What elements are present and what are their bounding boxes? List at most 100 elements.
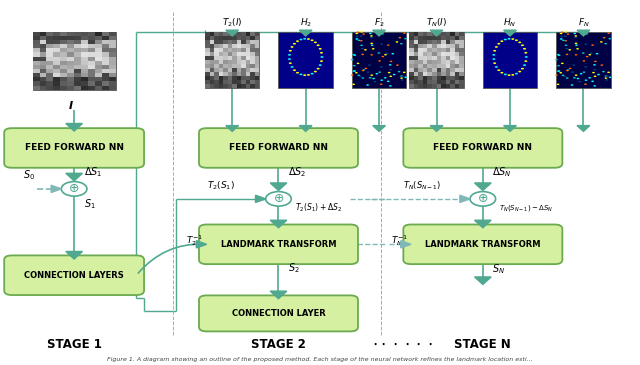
Circle shape: [561, 31, 563, 33]
Bar: [419, 44, 423, 48]
Bar: [237, 60, 241, 64]
Bar: [423, 68, 428, 72]
Bar: [223, 64, 228, 68]
Bar: [109, 53, 116, 57]
Polygon shape: [226, 126, 239, 131]
Bar: [228, 68, 232, 72]
Bar: [102, 61, 109, 65]
Circle shape: [368, 64, 371, 66]
Bar: [102, 53, 109, 57]
Bar: [67, 48, 74, 53]
Circle shape: [566, 54, 568, 55]
Circle shape: [518, 71, 521, 72]
Bar: [241, 40, 246, 44]
Circle shape: [584, 43, 588, 45]
Circle shape: [353, 70, 355, 72]
Circle shape: [385, 53, 388, 54]
Bar: [410, 40, 414, 44]
Bar: [241, 68, 246, 72]
Bar: [459, 48, 464, 52]
Circle shape: [515, 39, 518, 41]
Bar: [219, 64, 223, 68]
Bar: [423, 80, 428, 84]
Bar: [428, 80, 432, 84]
Bar: [232, 72, 237, 76]
Bar: [209, 64, 214, 68]
Bar: [436, 52, 441, 56]
Bar: [67, 77, 74, 81]
Bar: [33, 86, 40, 90]
Circle shape: [589, 53, 593, 54]
Bar: [53, 81, 60, 86]
Circle shape: [603, 37, 605, 38]
Circle shape: [384, 54, 387, 55]
Bar: [237, 64, 241, 68]
Circle shape: [61, 182, 87, 196]
Circle shape: [564, 31, 567, 32]
Circle shape: [497, 43, 500, 45]
Circle shape: [504, 39, 507, 41]
Bar: [419, 64, 423, 68]
Bar: [74, 36, 81, 40]
Bar: [255, 80, 259, 84]
Circle shape: [400, 75, 403, 77]
Bar: [250, 48, 255, 52]
Circle shape: [575, 45, 578, 46]
Bar: [450, 52, 454, 56]
Bar: [74, 73, 81, 77]
Bar: [95, 44, 102, 48]
Circle shape: [607, 32, 610, 34]
Circle shape: [380, 66, 383, 68]
Bar: [419, 52, 423, 56]
Bar: [232, 44, 237, 48]
Circle shape: [307, 74, 310, 76]
Bar: [454, 84, 459, 88]
Circle shape: [555, 59, 558, 60]
Circle shape: [393, 74, 396, 75]
Bar: [441, 32, 445, 36]
Bar: [450, 72, 454, 76]
Bar: [81, 73, 88, 77]
Text: I: I: [69, 101, 73, 111]
Circle shape: [404, 77, 407, 78]
Bar: [209, 84, 214, 88]
Bar: [410, 32, 414, 36]
Bar: [441, 36, 445, 40]
Circle shape: [592, 72, 595, 73]
Bar: [81, 86, 88, 90]
Circle shape: [591, 81, 594, 82]
Bar: [74, 69, 81, 73]
Circle shape: [557, 54, 559, 55]
Circle shape: [566, 33, 570, 35]
Circle shape: [566, 48, 568, 49]
Bar: [432, 64, 436, 68]
Circle shape: [493, 62, 496, 64]
Bar: [432, 76, 436, 80]
Bar: [237, 56, 241, 60]
Bar: [67, 53, 74, 57]
Bar: [441, 72, 445, 76]
Bar: [419, 48, 423, 52]
Bar: [219, 76, 223, 80]
Bar: [450, 40, 454, 44]
Bar: [436, 36, 441, 40]
Bar: [428, 56, 432, 60]
Bar: [454, 80, 459, 84]
Circle shape: [586, 33, 588, 35]
Circle shape: [609, 77, 611, 78]
Bar: [255, 36, 259, 40]
Bar: [428, 84, 432, 88]
Circle shape: [359, 76, 362, 77]
Bar: [205, 60, 209, 64]
Bar: [459, 68, 464, 72]
Bar: [255, 60, 259, 64]
Polygon shape: [270, 183, 287, 191]
Circle shape: [396, 64, 399, 66]
Bar: [237, 48, 241, 52]
Bar: [445, 40, 450, 44]
Circle shape: [511, 38, 515, 40]
Bar: [67, 40, 74, 44]
Circle shape: [370, 35, 373, 37]
FancyBboxPatch shape: [199, 295, 358, 331]
Bar: [223, 48, 228, 52]
